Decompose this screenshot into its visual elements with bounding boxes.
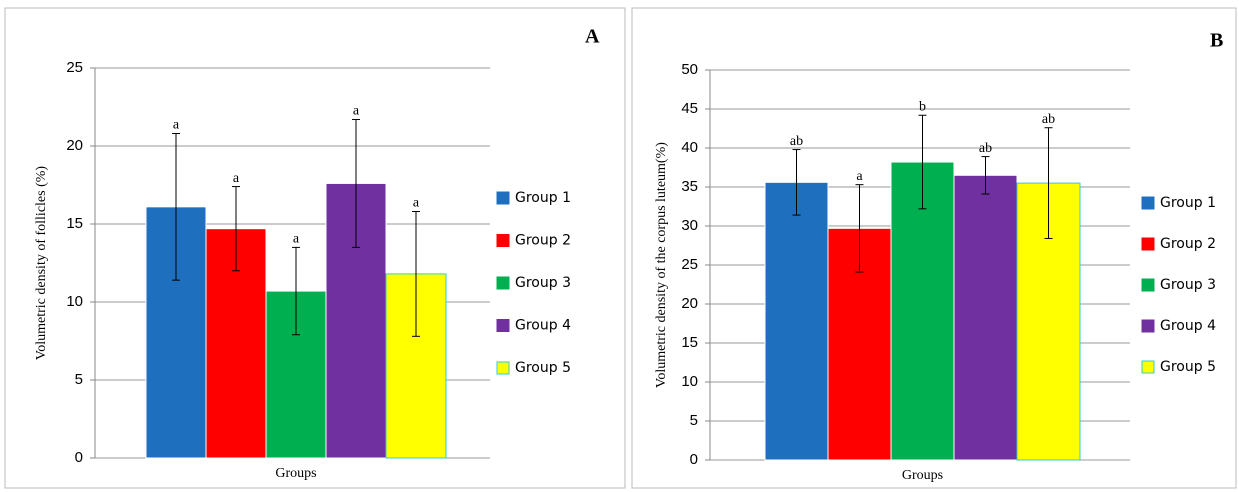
x-axis-label: Groups: [275, 466, 316, 481]
significance-label: a: [413, 196, 420, 211]
y-tick-label: 40: [681, 139, 698, 156]
x-axis-label: Groups: [902, 468, 943, 483]
y-tick-label: 25: [66, 59, 83, 76]
legend-swatch: [496, 319, 510, 332]
panel-frame: [4, 7, 626, 489]
legend-label: Group 5: [515, 360, 571, 376]
legend-label: Group 2: [515, 233, 571, 249]
y-tick-label: 15: [681, 334, 698, 351]
legend-swatch: [1141, 319, 1155, 333]
legend-swatch: [496, 276, 510, 290]
bar: [890, 161, 955, 461]
y-tick-label: 0: [690, 451, 698, 468]
significance-label: ab: [1042, 112, 1055, 127]
legend-swatch: [1141, 278, 1155, 292]
y-tick-label: 30: [681, 217, 698, 234]
legend-label: Group 1: [515, 190, 571, 206]
y-tick-label: 35: [681, 178, 698, 195]
legend-label: Group 3: [1160, 277, 1216, 293]
legend-label: Group 2: [1160, 236, 1216, 252]
legend-swatch: [496, 234, 510, 247]
significance-label: a: [353, 104, 360, 119]
legend-label: Group 4: [515, 318, 571, 334]
y-tick-label: 5: [690, 412, 698, 429]
legend-swatch: [496, 361, 510, 375]
y-tick-label: 20: [681, 295, 698, 312]
legend-label: Group 5: [1160, 359, 1216, 375]
panel-frame: [631, 7, 1237, 489]
panel-label: B: [1210, 30, 1223, 52]
bar: [764, 181, 829, 461]
significance-label: a: [293, 232, 300, 247]
significance-label: ab: [790, 134, 803, 149]
y-tick-label: 10: [681, 373, 698, 390]
significance-label: ab: [979, 141, 992, 156]
y-tick-label: 15: [66, 215, 83, 232]
bar: [953, 174, 1018, 461]
panel-label: A: [585, 26, 600, 48]
y-tick-label: 20: [66, 137, 83, 154]
y-tick-label: 45: [681, 100, 698, 117]
significance-label: a: [856, 169, 863, 184]
significance-label: b: [919, 99, 926, 114]
legend-label: Group 1: [1160, 195, 1216, 211]
y-tick-label: 0: [75, 449, 83, 466]
y-tick-label: 5: [75, 371, 83, 388]
y-tick-label: 10: [66, 293, 83, 310]
y-tick-label: 50: [681, 61, 698, 78]
legend-swatch: [1141, 237, 1155, 251]
legend-swatch: [1141, 360, 1155, 374]
significance-label: a: [173, 118, 180, 133]
y-axis-label: Volumetric density of the corpus luteum(…: [654, 142, 669, 388]
legend-label: Group 4: [1160, 318, 1216, 334]
y-tick-label: 25: [681, 256, 698, 273]
legend-swatch: [1141, 196, 1155, 210]
significance-label: a: [233, 171, 240, 186]
legend-swatch: [496, 191, 510, 205]
legend-label: Group 3: [515, 275, 571, 291]
y-axis-label: Volumetric density of follicles (%): [34, 166, 49, 360]
